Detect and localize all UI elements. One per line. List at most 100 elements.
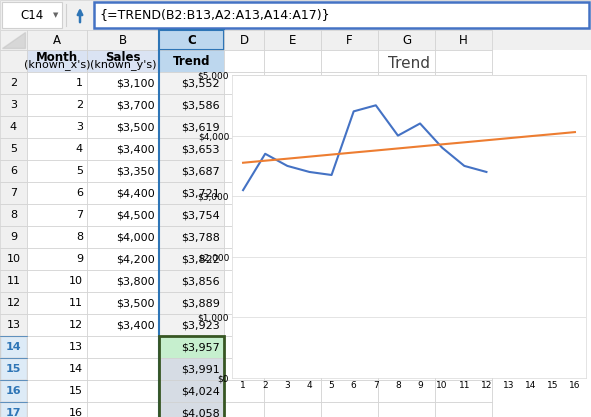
Bar <box>321 116 378 138</box>
Bar <box>264 248 321 270</box>
Text: (known_y's): (known_y's) <box>90 60 156 70</box>
Text: 9: 9 <box>10 232 17 242</box>
Bar <box>435 226 492 248</box>
Text: 12: 12 <box>69 320 83 330</box>
Sales <box>417 121 424 126</box>
Bar <box>321 314 378 336</box>
Bar <box>435 248 492 270</box>
Bar <box>321 358 378 380</box>
Bar <box>378 204 435 226</box>
Bar <box>378 292 435 314</box>
Bar <box>321 402 378 417</box>
Bar <box>321 72 378 94</box>
Bar <box>378 402 435 417</box>
Bar <box>378 402 435 417</box>
Bar <box>224 204 264 226</box>
Bar <box>321 226 378 248</box>
Bar <box>159 248 224 270</box>
Bar <box>224 204 264 226</box>
Bar <box>435 94 492 116</box>
Bar <box>264 380 321 402</box>
Bar <box>224 380 264 402</box>
Bar <box>159 204 224 226</box>
Bar <box>0 182 27 204</box>
Bar <box>321 336 378 358</box>
Bar <box>321 358 378 380</box>
Bar <box>0 270 27 292</box>
Bar <box>224 402 264 417</box>
Bar <box>264 270 321 292</box>
Bar <box>321 292 378 314</box>
Trend <box>372 148 379 153</box>
Text: $4,200: $4,200 <box>116 254 155 264</box>
Bar <box>264 72 321 94</box>
Sales <box>372 103 379 108</box>
Bar <box>224 94 264 116</box>
Bar <box>94 2 589 28</box>
Text: 13: 13 <box>7 320 21 330</box>
Text: 15: 15 <box>6 364 21 374</box>
Bar <box>378 248 435 270</box>
Bar <box>378 72 435 94</box>
Bar <box>321 226 378 248</box>
Text: 1: 1 <box>76 78 83 88</box>
Sales <box>284 163 291 168</box>
Bar <box>378 358 435 380</box>
Bar <box>321 116 378 138</box>
Bar <box>159 94 224 116</box>
Text: 13: 13 <box>69 342 83 352</box>
Bar <box>321 182 378 204</box>
Bar <box>27 204 87 226</box>
Bar <box>378 336 435 358</box>
Bar <box>159 358 224 380</box>
Text: H: H <box>459 33 468 47</box>
Text: 4: 4 <box>76 144 83 154</box>
Bar <box>159 336 224 358</box>
Bar <box>264 226 321 248</box>
Bar <box>264 358 321 380</box>
Text: Sales: Sales <box>105 50 141 63</box>
Bar <box>378 116 435 138</box>
Bar <box>159 182 224 204</box>
Bar <box>378 30 435 50</box>
Bar <box>159 116 224 138</box>
Sales <box>350 109 357 114</box>
Bar <box>435 292 492 314</box>
Text: Trend: Trend <box>173 55 210 68</box>
Bar <box>435 204 492 226</box>
Text: 5: 5 <box>10 144 17 154</box>
Bar <box>0 30 591 50</box>
Bar <box>264 314 321 336</box>
Text: ▼: ▼ <box>53 12 59 18</box>
Bar <box>0 116 27 138</box>
Bar <box>378 182 435 204</box>
Text: $3,100: $3,100 <box>116 78 155 88</box>
Bar <box>264 50 321 72</box>
Bar <box>224 402 264 417</box>
Text: 11: 11 <box>7 276 21 286</box>
Bar <box>264 160 321 182</box>
Bar <box>224 226 264 248</box>
Bar <box>0 314 27 336</box>
Bar <box>321 380 378 402</box>
Bar <box>378 116 435 138</box>
Bar <box>224 336 264 358</box>
Bar <box>378 138 435 160</box>
Bar <box>264 182 321 204</box>
Bar <box>321 402 378 417</box>
Bar <box>435 30 492 50</box>
Bar <box>378 94 435 116</box>
Bar <box>87 226 159 248</box>
Polygon shape <box>2 32 25 48</box>
Bar <box>87 50 159 72</box>
Bar <box>224 50 264 72</box>
Bar <box>378 182 435 204</box>
Text: $4,500: $4,500 <box>116 210 155 220</box>
Bar <box>435 292 492 314</box>
Bar <box>27 314 87 336</box>
Text: 4: 4 <box>10 122 17 132</box>
Bar <box>378 292 435 314</box>
Bar <box>87 160 159 182</box>
Text: 8: 8 <box>76 232 83 242</box>
Bar <box>264 204 321 226</box>
